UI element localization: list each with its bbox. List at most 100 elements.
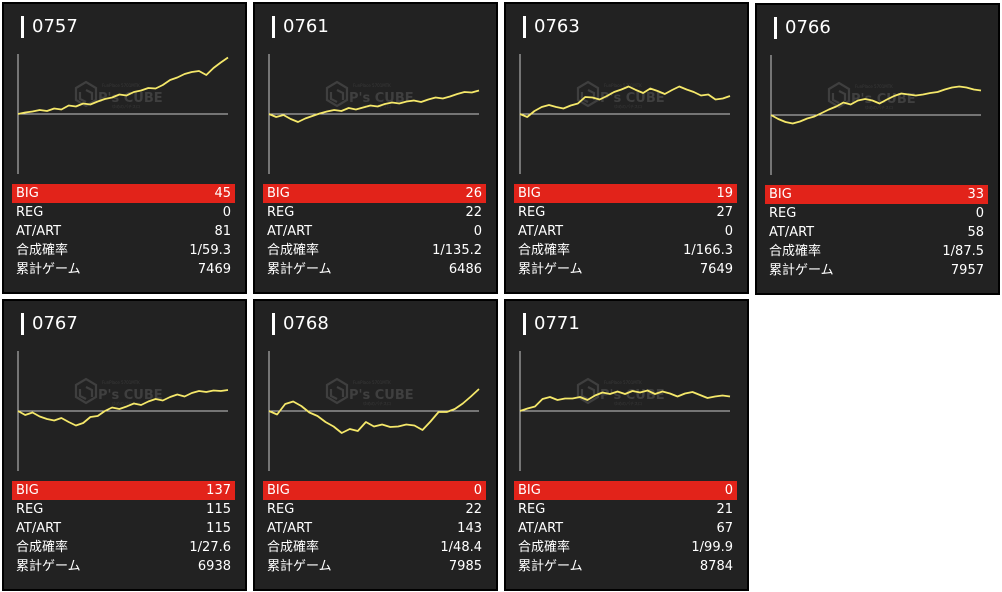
- machine-card-0771[interactable]: 0771 FunPlace 5701MTK P's CUBE ゆめのパチスロ B…: [504, 299, 749, 591]
- combined-prob-label: 合成確率: [518, 243, 571, 258]
- reg-label: REG: [518, 205, 546, 220]
- machine-number: 0767: [32, 313, 78, 334]
- total-games-value: 7649: [699, 262, 733, 277]
- title-accent-bar: [272, 16, 275, 38]
- watermark-sub: ゆめのパチスロ: [112, 400, 140, 406]
- stat-row-reg: REG 22: [263, 500, 486, 519]
- combined-prob-label: 合成確率: [518, 540, 571, 555]
- reg-value: 21: [716, 502, 733, 517]
- machine-number: 0763: [534, 16, 580, 37]
- stat-row-big: BIG 45: [12, 184, 235, 203]
- stat-row-big: BIG 0: [514, 481, 737, 500]
- big-value: 45: [214, 186, 231, 201]
- trend-line: [519, 85, 731, 118]
- combined-prob-value: 1/27.6: [189, 540, 231, 555]
- trend-chart: FunPlace 5701MTK P's CUBE ゆめのパチスロ: [268, 54, 480, 174]
- cube-icon: [827, 81, 851, 109]
- stats-table: BIG 0 REG 22 AT/ART 143 合成確率 1/48.4 累計ゲー…: [263, 481, 486, 576]
- reg-value: 0: [222, 205, 231, 220]
- machine-card-0767[interactable]: 0767 FunPlace 5701MTK P's CUBE ゆめのパチスロ B…: [2, 299, 247, 591]
- total-games-value: 7957: [950, 263, 984, 278]
- machine-number: 0766: [785, 17, 831, 38]
- watermark-brand: P's CUBE: [349, 388, 414, 403]
- trend-chart: FunPlace 5701MTK P's CUBE ゆめのパチスロ: [519, 351, 731, 471]
- watermark-tagline: FunPlace 5701MTK: [604, 380, 642, 385]
- machine-card-0768[interactable]: 0768 FunPlace 5701MTK P's CUBE ゆめのパチスロ B…: [253, 299, 498, 591]
- big-label: BIG: [267, 483, 290, 498]
- watermark-tagline: FunPlace 5701MTK: [353, 380, 391, 385]
- at-art-label: AT/ART: [769, 225, 815, 240]
- trend-chart: FunPlace 5701MTK P's CUBE ゆめのパチスロ: [17, 351, 229, 471]
- reg-value: 115: [206, 502, 231, 517]
- combined-prob-label: 合成確率: [16, 243, 69, 258]
- reg-value: 27: [716, 205, 733, 220]
- at-art-label: AT/ART: [16, 521, 62, 536]
- watermark-tagline: FunPlace 5701MTK: [353, 83, 391, 88]
- stat-row-combined-prob: 合成確率 1/99.9: [514, 538, 737, 557]
- big-label: BIG: [267, 186, 290, 201]
- combined-prob-label: 合成確率: [267, 243, 320, 258]
- reg-label: REG: [267, 205, 295, 220]
- big-label: BIG: [16, 186, 39, 201]
- stat-row-reg: REG 22: [263, 203, 486, 222]
- machine-number: 0771: [534, 313, 580, 334]
- cube-icon: [74, 377, 98, 405]
- big-value: 0: [473, 483, 482, 498]
- stat-row-at-art: AT/ART 67: [514, 519, 737, 538]
- at-art-label: AT/ART: [518, 224, 564, 239]
- combined-prob-value: 1/48.4: [440, 540, 482, 555]
- total-games-label: 累計ゲーム: [267, 559, 332, 574]
- machine-card-0766[interactable]: 0766 FunPlace 5701MTK P's CUBE ゆめのパチスロ B…: [755, 3, 1000, 295]
- reg-value: 22: [465, 205, 482, 220]
- big-label: BIG: [16, 483, 39, 498]
- reg-value: 22: [465, 502, 482, 517]
- watermark-sub: ゆめのパチスロ: [112, 103, 140, 109]
- watermark-tagline: FunPlace 5701MTK: [102, 83, 140, 88]
- watermark-brand: P's CUBE: [600, 91, 665, 106]
- stat-row-reg: REG 0: [765, 204, 988, 223]
- stat-row-reg: REG 0: [12, 203, 235, 222]
- machine-card-0761[interactable]: 0761 FunPlace 5701MTK P's CUBE ゆめのパチスロ B…: [253, 2, 498, 294]
- stat-row-at-art: AT/ART 0: [514, 222, 737, 241]
- combined-prob-label: 合成確率: [267, 540, 320, 555]
- big-label: BIG: [518, 483, 541, 498]
- watermark-brand: P's CUBE: [349, 91, 414, 106]
- reg-label: REG: [267, 502, 295, 517]
- at-art-value: 143: [457, 521, 482, 536]
- reg-value: 0: [975, 206, 984, 221]
- machine-card-0763[interactable]: 0763 FunPlace 5701MTK P's CUBE ゆめのパチスロ B…: [504, 2, 749, 294]
- stats-table: BIG 45 REG 0 AT/ART 81 合成確率 1/59.3 累計ゲーム…: [12, 184, 235, 279]
- at-art-value: 81: [214, 224, 231, 239]
- big-value: 137: [206, 483, 231, 498]
- big-value: 33: [967, 187, 984, 202]
- watermark-logo: FunPlace 5701MTK P's CUBE ゆめのパチスロ: [325, 377, 414, 406]
- stat-row-total-games: 累計ゲーム 7957: [765, 261, 988, 280]
- machine-card-0757[interactable]: 0757 FunPlace 5701MTK P's CUBE ゆめのパチスロ B…: [2, 2, 247, 294]
- stat-row-combined-prob: 合成確率 1/27.6: [12, 538, 235, 557]
- total-games-label: 累計ゲーム: [518, 262, 583, 277]
- combined-prob-value: 1/99.9: [691, 540, 733, 555]
- big-value: 26: [465, 186, 482, 201]
- stat-row-at-art: AT/ART 115: [12, 519, 235, 538]
- at-art-label: AT/ART: [518, 521, 564, 536]
- trend-chart: FunPlace 5701MTK P's CUBE ゆめのパチスロ: [17, 54, 229, 174]
- title-accent-bar: [523, 16, 526, 38]
- big-label: BIG: [518, 186, 541, 201]
- big-value: 19: [716, 186, 733, 201]
- trend-line: [268, 388, 480, 434]
- stat-row-total-games: 累計ゲーム 7469: [12, 260, 235, 279]
- cube-icon: [74, 80, 98, 108]
- stat-row-combined-prob: 合成確率 1/87.5: [765, 242, 988, 261]
- cube-icon: [325, 377, 349, 405]
- stat-row-combined-prob: 合成確率 1/59.3: [12, 241, 235, 260]
- stat-row-reg: REG 21: [514, 500, 737, 519]
- watermark-tagline: FunPlace 5701MTK: [604, 83, 642, 88]
- total-games-label: 累計ゲーム: [16, 559, 81, 574]
- at-art-value: 58: [967, 225, 984, 240]
- total-games-value: 6486: [448, 262, 482, 277]
- at-art-value: 115: [206, 521, 231, 536]
- stat-row-total-games: 累計ゲーム 7649: [514, 260, 737, 279]
- stat-row-combined-prob: 合成確率 1/48.4: [263, 538, 486, 557]
- combined-prob-value: 1/135.2: [432, 243, 482, 258]
- trend-line: [17, 56, 229, 115]
